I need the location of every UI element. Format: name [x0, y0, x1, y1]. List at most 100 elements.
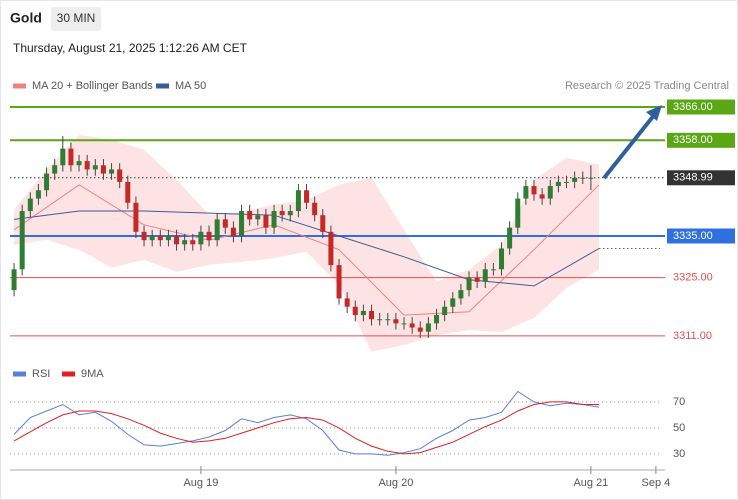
level-box [667, 170, 735, 186]
y-tick-label: 50 [673, 422, 685, 434]
legend-label: 9MA [81, 368, 104, 380]
level-label: 3366.00 [673, 101, 713, 113]
legend-swatch [156, 83, 169, 89]
rsi-line [13, 390, 600, 456]
forecast-arrow [602, 112, 657, 180]
candle-body [149, 236, 155, 241]
level-label: 3358.00 [673, 134, 713, 146]
candle-body [52, 165, 58, 174]
legend-label: MA 50 [175, 80, 206, 92]
candle-body [458, 290, 464, 299]
candle-body [60, 148, 66, 166]
candle-body [564, 181, 570, 183]
timestamp: Thursday, August 21, 2025 1:12:26 AM CET [13, 41, 248, 55]
candle-body [19, 211, 25, 270]
candle-body [214, 219, 220, 241]
candle-body [84, 161, 90, 170]
candle-body [588, 177, 594, 179]
candle-body [490, 269, 496, 271]
candle-body [182, 240, 188, 245]
candle-body [239, 211, 245, 237]
candle-body [507, 227, 513, 249]
level-label: 3348.99 [673, 172, 713, 184]
legend-label: MA 20 + Bollinger Bands [32, 80, 153, 92]
candle-body [165, 236, 171, 241]
candle-body [531, 186, 537, 195]
forecast-arrow-head [646, 105, 662, 121]
candle-body [320, 215, 326, 232]
candle-body [68, 148, 74, 166]
candle-body [466, 277, 472, 291]
candle-body [230, 227, 236, 237]
y-tick-label: 30 [673, 448, 685, 460]
candle-body [100, 165, 106, 174]
candle-body [157, 236, 163, 241]
candle-body [385, 319, 391, 321]
x-tick-label: Aug 21 [573, 477, 608, 489]
candle-body [474, 277, 480, 282]
candle-body [360, 310, 366, 316]
candle-body [393, 319, 399, 324]
level-box [667, 99, 735, 115]
candle-body [434, 315, 440, 324]
price-panel: MA 20 + Bollinger Bands MA 50 3366.00 3358.… [10, 80, 735, 352]
level-label: 3325.00 [673, 272, 713, 284]
candle-body [295, 190, 301, 212]
candle-body [271, 211, 277, 228]
candle-body [190, 240, 196, 245]
candle-body [27, 198, 33, 212]
credit: Research © 2025 Trading Central [565, 80, 729, 92]
rsi-panel: RSI 9MA 30 50 70 Aug 19 Aug 20 Aug 21 Sep 4 [10, 368, 685, 489]
candle-body [369, 310, 375, 320]
x-tick-label: Aug 19 [183, 477, 218, 489]
level-box [667, 228, 735, 244]
y-tick-label: 70 [673, 396, 685, 408]
candle-body [206, 231, 212, 241]
candle-body [450, 298, 456, 307]
candle-body [328, 231, 334, 266]
candle-body [125, 181, 131, 203]
candle-body [198, 231, 204, 245]
candle-body [222, 219, 228, 228]
candle-body [499, 248, 505, 270]
candle-body [401, 323, 407, 325]
legend-label: RSI [32, 368, 50, 380]
candle-body [547, 186, 553, 199]
rsi-line [13, 401, 599, 455]
candle-body [287, 211, 293, 216]
legend-swatch [13, 371, 26, 377]
interval-button[interactable] [51, 7, 101, 31]
level-box [667, 132, 735, 148]
candle-body [312, 202, 318, 216]
ma20-line [13, 184, 600, 316]
candle-body [279, 211, 285, 216]
candle-body [417, 327, 423, 332]
candle-body [523, 186, 529, 199]
candle-body [442, 306, 448, 316]
candle-body [580, 177, 586, 179]
candle-body [255, 215, 261, 220]
candle-body [35, 190, 41, 199]
x-tick-label: Sep 4 [642, 477, 671, 489]
candle-body [377, 319, 383, 321]
legend-swatch [13, 83, 26, 89]
candle-body [174, 236, 180, 245]
candle-body [539, 194, 545, 199]
candle-body [109, 169, 115, 174]
candle-body [336, 265, 342, 299]
legend-swatch [62, 371, 75, 377]
candle-body [44, 173, 50, 191]
candle-body [409, 323, 415, 328]
candle-body [76, 161, 82, 166]
candle-body [352, 306, 358, 316]
interval[interactable]: 30 MIN [57, 11, 96, 25]
candle-body [482, 269, 488, 282]
candle-body [11, 269, 17, 291]
candle-body [247, 211, 253, 220]
candle-body [425, 323, 431, 332]
level-label: 3311.00 [673, 330, 712, 342]
symbol: Gold [10, 10, 42, 26]
candle-body [92, 165, 98, 170]
candle-body [344, 298, 350, 307]
